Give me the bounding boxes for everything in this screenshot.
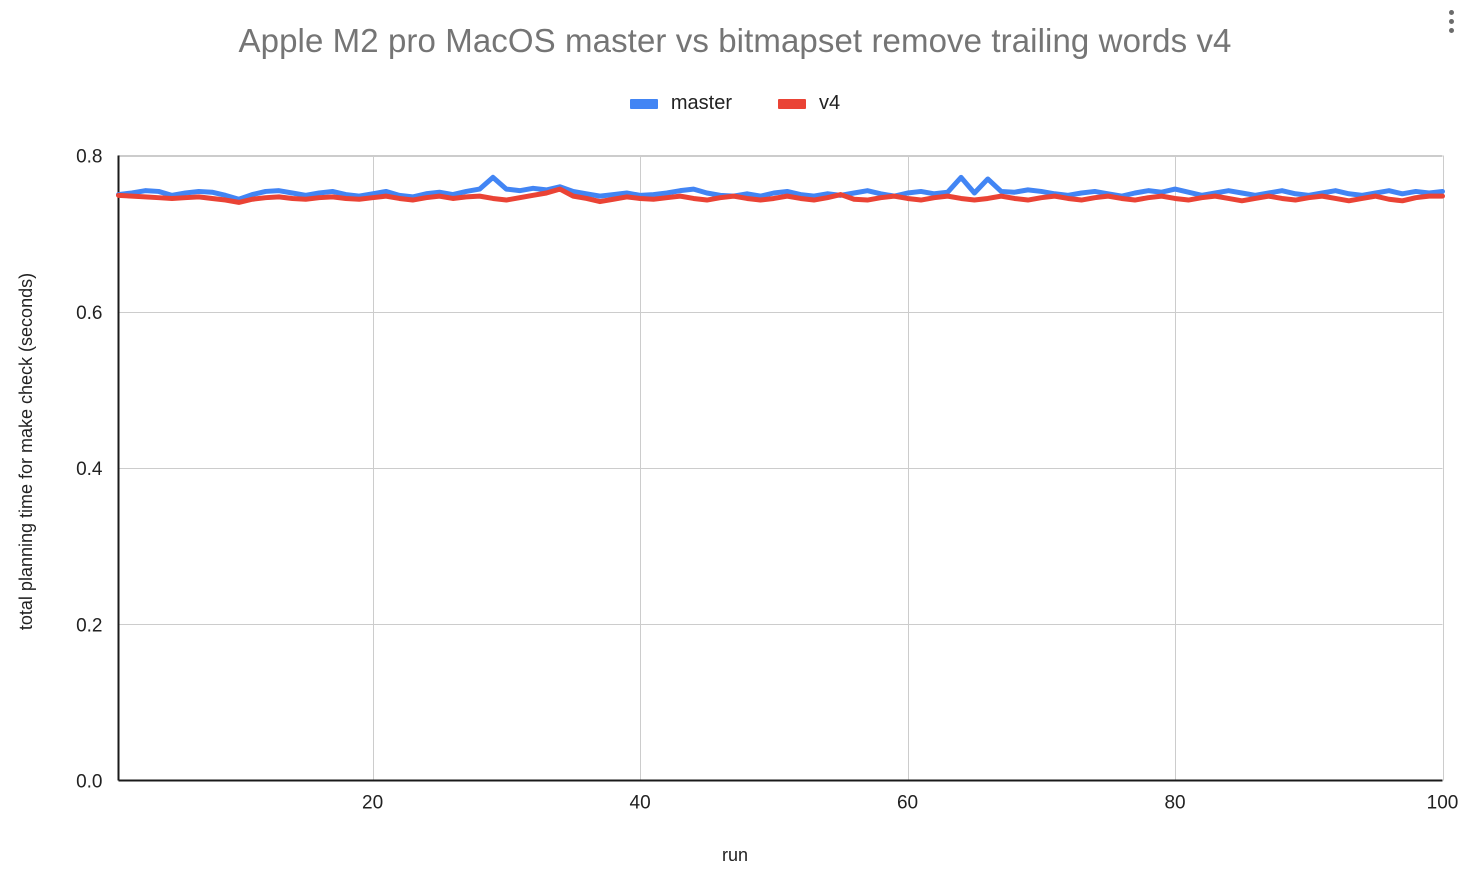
kebab-dot (1448, 27, 1454, 33)
chart-overflow-menu-icon[interactable] (1440, 4, 1462, 38)
gridlines (118, 155, 1444, 781)
x-tick-label: 100 (1427, 793, 1459, 814)
series-line-v4 (116, 186, 1445, 205)
x-tick-label: 60 (897, 793, 918, 814)
legend-label-master: master (670, 92, 732, 114)
y-tick-label: 0.6 (76, 303, 102, 324)
legend-label-v4: v4 (819, 92, 841, 114)
series-line-master (116, 174, 1445, 202)
legend-swatch-v4 (778, 98, 806, 109)
chart-legend: master v4 (0, 92, 1470, 115)
y-tick-label: 0.4 (76, 459, 103, 480)
data-series (116, 174, 1445, 205)
axis-lines (117, 155, 1443, 782)
x-axis-title: run (721, 845, 748, 865)
y-tick-label: 0.0 (76, 772, 102, 793)
chart-title: Apple M2 pro MacOS master vs bitmapset r… (238, 22, 1232, 59)
kebab-dot (1448, 18, 1454, 24)
legend-item-v4[interactable]: v4 (778, 92, 840, 115)
tick-labels: 0.0 0.2 0.4 0.6 0.8 20 40 60 80 100 (76, 147, 1458, 814)
legend-item-master[interactable]: master (629, 92, 732, 115)
y-tick-label: 0.8 (76, 147, 102, 168)
x-tick-label: 80 (1164, 793, 1185, 814)
kebab-dot (1448, 9, 1454, 15)
legend-swatch-master (629, 98, 658, 109)
x-tick-label: 20 (362, 793, 383, 814)
y-tick-label: 0.2 (76, 615, 102, 636)
x-tick-label: 40 (630, 793, 651, 814)
